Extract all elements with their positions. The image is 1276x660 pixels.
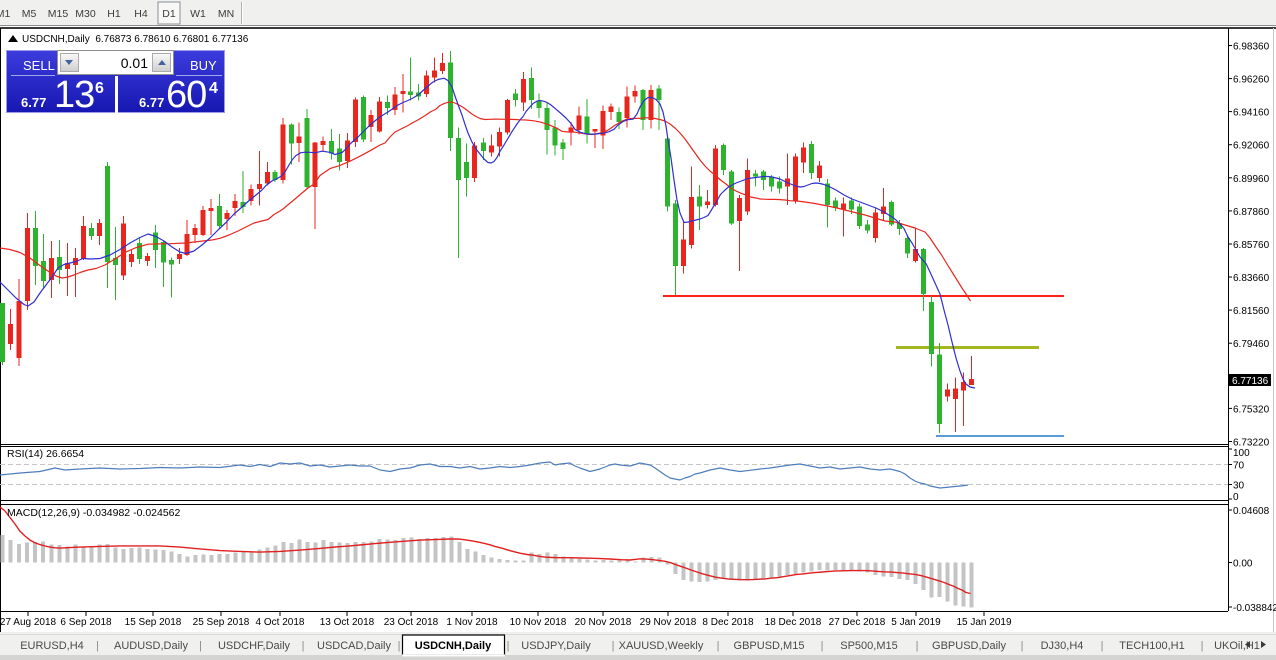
- svg-text:|: |: [717, 640, 720, 652]
- svg-text:GBPUSD,M15: GBPUSD,M15: [734, 640, 805, 652]
- svg-text:6.75320: 6.75320: [1233, 404, 1270, 415]
- svg-text:4 Oct 2018: 4 Oct 2018: [256, 617, 305, 628]
- svg-text:8 Dec 2018: 8 Dec 2018: [702, 617, 754, 628]
- svg-text:RSI(14) 26.6654: RSI(14) 26.6654: [7, 448, 84, 460]
- svg-text:MN: MN: [218, 8, 234, 20]
- svg-text:6.81560: 6.81560: [1233, 306, 1270, 317]
- svg-text:|: |: [398, 640, 401, 652]
- svg-text:15 Jan 2019: 15 Jan 2019: [956, 617, 1011, 628]
- svg-text:XAUUSD,Weekly: XAUUSD,Weekly: [619, 640, 704, 652]
- svg-text:5 Jan 2019: 5 Jan 2019: [891, 617, 941, 628]
- svg-text:|: |: [96, 640, 99, 652]
- svg-text:D1: D1: [162, 8, 176, 20]
- svg-text:0: 0: [1233, 492, 1239, 503]
- svg-text:6.87860: 6.87860: [1233, 207, 1270, 218]
- svg-text:M15: M15: [48, 8, 69, 20]
- svg-text:TECH100,H1: TECH100,H1: [1119, 640, 1184, 652]
- svg-text:USDCHF,Daily: USDCHF,Daily: [218, 640, 291, 652]
- svg-text:SP500,M15: SP500,M15: [840, 640, 897, 652]
- svg-text:6.83660: 6.83660: [1233, 273, 1270, 284]
- svg-text:W1: W1: [190, 8, 206, 20]
- svg-text:0.04608: 0.04608: [1233, 506, 1270, 517]
- svg-text:GBPUSD,Daily: GBPUSD,Daily: [932, 640, 1006, 652]
- svg-text:70: 70: [1233, 461, 1245, 472]
- svg-text:USDCNH,Daily 6.76873 6.78610: USDCNH,Daily 6.76873 6.78610 6.76801 6.7…: [22, 34, 249, 45]
- svg-text:6.85760: 6.85760: [1233, 240, 1270, 251]
- svg-text:|: |: [1021, 640, 1024, 652]
- svg-text:10 Nov 2018: 10 Nov 2018: [510, 617, 567, 628]
- svg-text:M30: M30: [75, 8, 96, 20]
- svg-text:1 Nov 2018: 1 Nov 2018: [446, 617, 498, 628]
- svg-text:H1: H1: [107, 8, 121, 20]
- svg-text:6.94160: 6.94160: [1233, 108, 1270, 119]
- svg-text:20 Nov 2018: 20 Nov 2018: [575, 617, 632, 628]
- svg-text:UKOil,H1: UKOil,H1: [1214, 640, 1260, 652]
- svg-text:29 Nov 2018: 29 Nov 2018: [640, 617, 697, 628]
- svg-text:AUDUSD,Daily: AUDUSD,Daily: [114, 640, 188, 652]
- svg-text:|: |: [821, 640, 824, 652]
- svg-text:|: |: [916, 640, 919, 652]
- svg-text:|: |: [507, 640, 510, 652]
- svg-text:30: 30: [1233, 481, 1245, 492]
- svg-text:MACD(12,26,9) -0.034982 -0.024: MACD(12,26,9) -0.034982 -0.024562: [7, 507, 181, 519]
- svg-text:M5: M5: [22, 8, 37, 20]
- svg-text:0.00: 0.00: [1233, 559, 1253, 570]
- svg-text:6.92060: 6.92060: [1233, 141, 1270, 152]
- svg-text:6.89960: 6.89960: [1233, 174, 1270, 185]
- svg-text:-0.038842: -0.038842: [1233, 603, 1276, 614]
- svg-text:6.73220: 6.73220: [1233, 438, 1270, 449]
- svg-text:6.98360: 6.98360: [1233, 42, 1270, 53]
- svg-text:USDJPY,Daily: USDJPY,Daily: [521, 640, 591, 652]
- svg-text:|: |: [302, 640, 305, 652]
- svg-text:6.79460: 6.79460: [1233, 339, 1270, 350]
- svg-text:|: |: [199, 640, 202, 652]
- svg-text:13 Oct 2018: 13 Oct 2018: [320, 617, 375, 628]
- svg-text:100: 100: [1233, 448, 1250, 459]
- svg-text:M1: M1: [0, 8, 10, 20]
- svg-text:25 Sep 2018: 25 Sep 2018: [193, 617, 250, 628]
- svg-text:27 Dec 2018: 27 Dec 2018: [829, 617, 886, 628]
- svg-text:USDCAD,Daily: USDCAD,Daily: [317, 640, 391, 652]
- svg-text:6.77136: 6.77136: [1232, 376, 1269, 387]
- svg-text:23 Oct 2018: 23 Oct 2018: [384, 617, 439, 628]
- svg-text:27 Aug 2018: 27 Aug 2018: [0, 617, 57, 628]
- svg-text:DJ30,H4: DJ30,H4: [1041, 640, 1084, 652]
- svg-text:15 Sep 2018: 15 Sep 2018: [125, 617, 182, 628]
- svg-text:USDCNH,Daily: USDCNH,Daily: [415, 640, 492, 652]
- svg-text:|: |: [612, 640, 615, 652]
- svg-text:6 Sep 2018: 6 Sep 2018: [60, 617, 112, 628]
- svg-text:18 Dec 2018: 18 Dec 2018: [765, 617, 822, 628]
- svg-text:EURUSD,H4: EURUSD,H4: [20, 640, 84, 652]
- svg-text:|: |: [1101, 640, 1104, 652]
- svg-text:H4: H4: [134, 8, 148, 20]
- svg-text:6.96260: 6.96260: [1233, 75, 1270, 86]
- svg-text:|: |: [1201, 640, 1204, 652]
